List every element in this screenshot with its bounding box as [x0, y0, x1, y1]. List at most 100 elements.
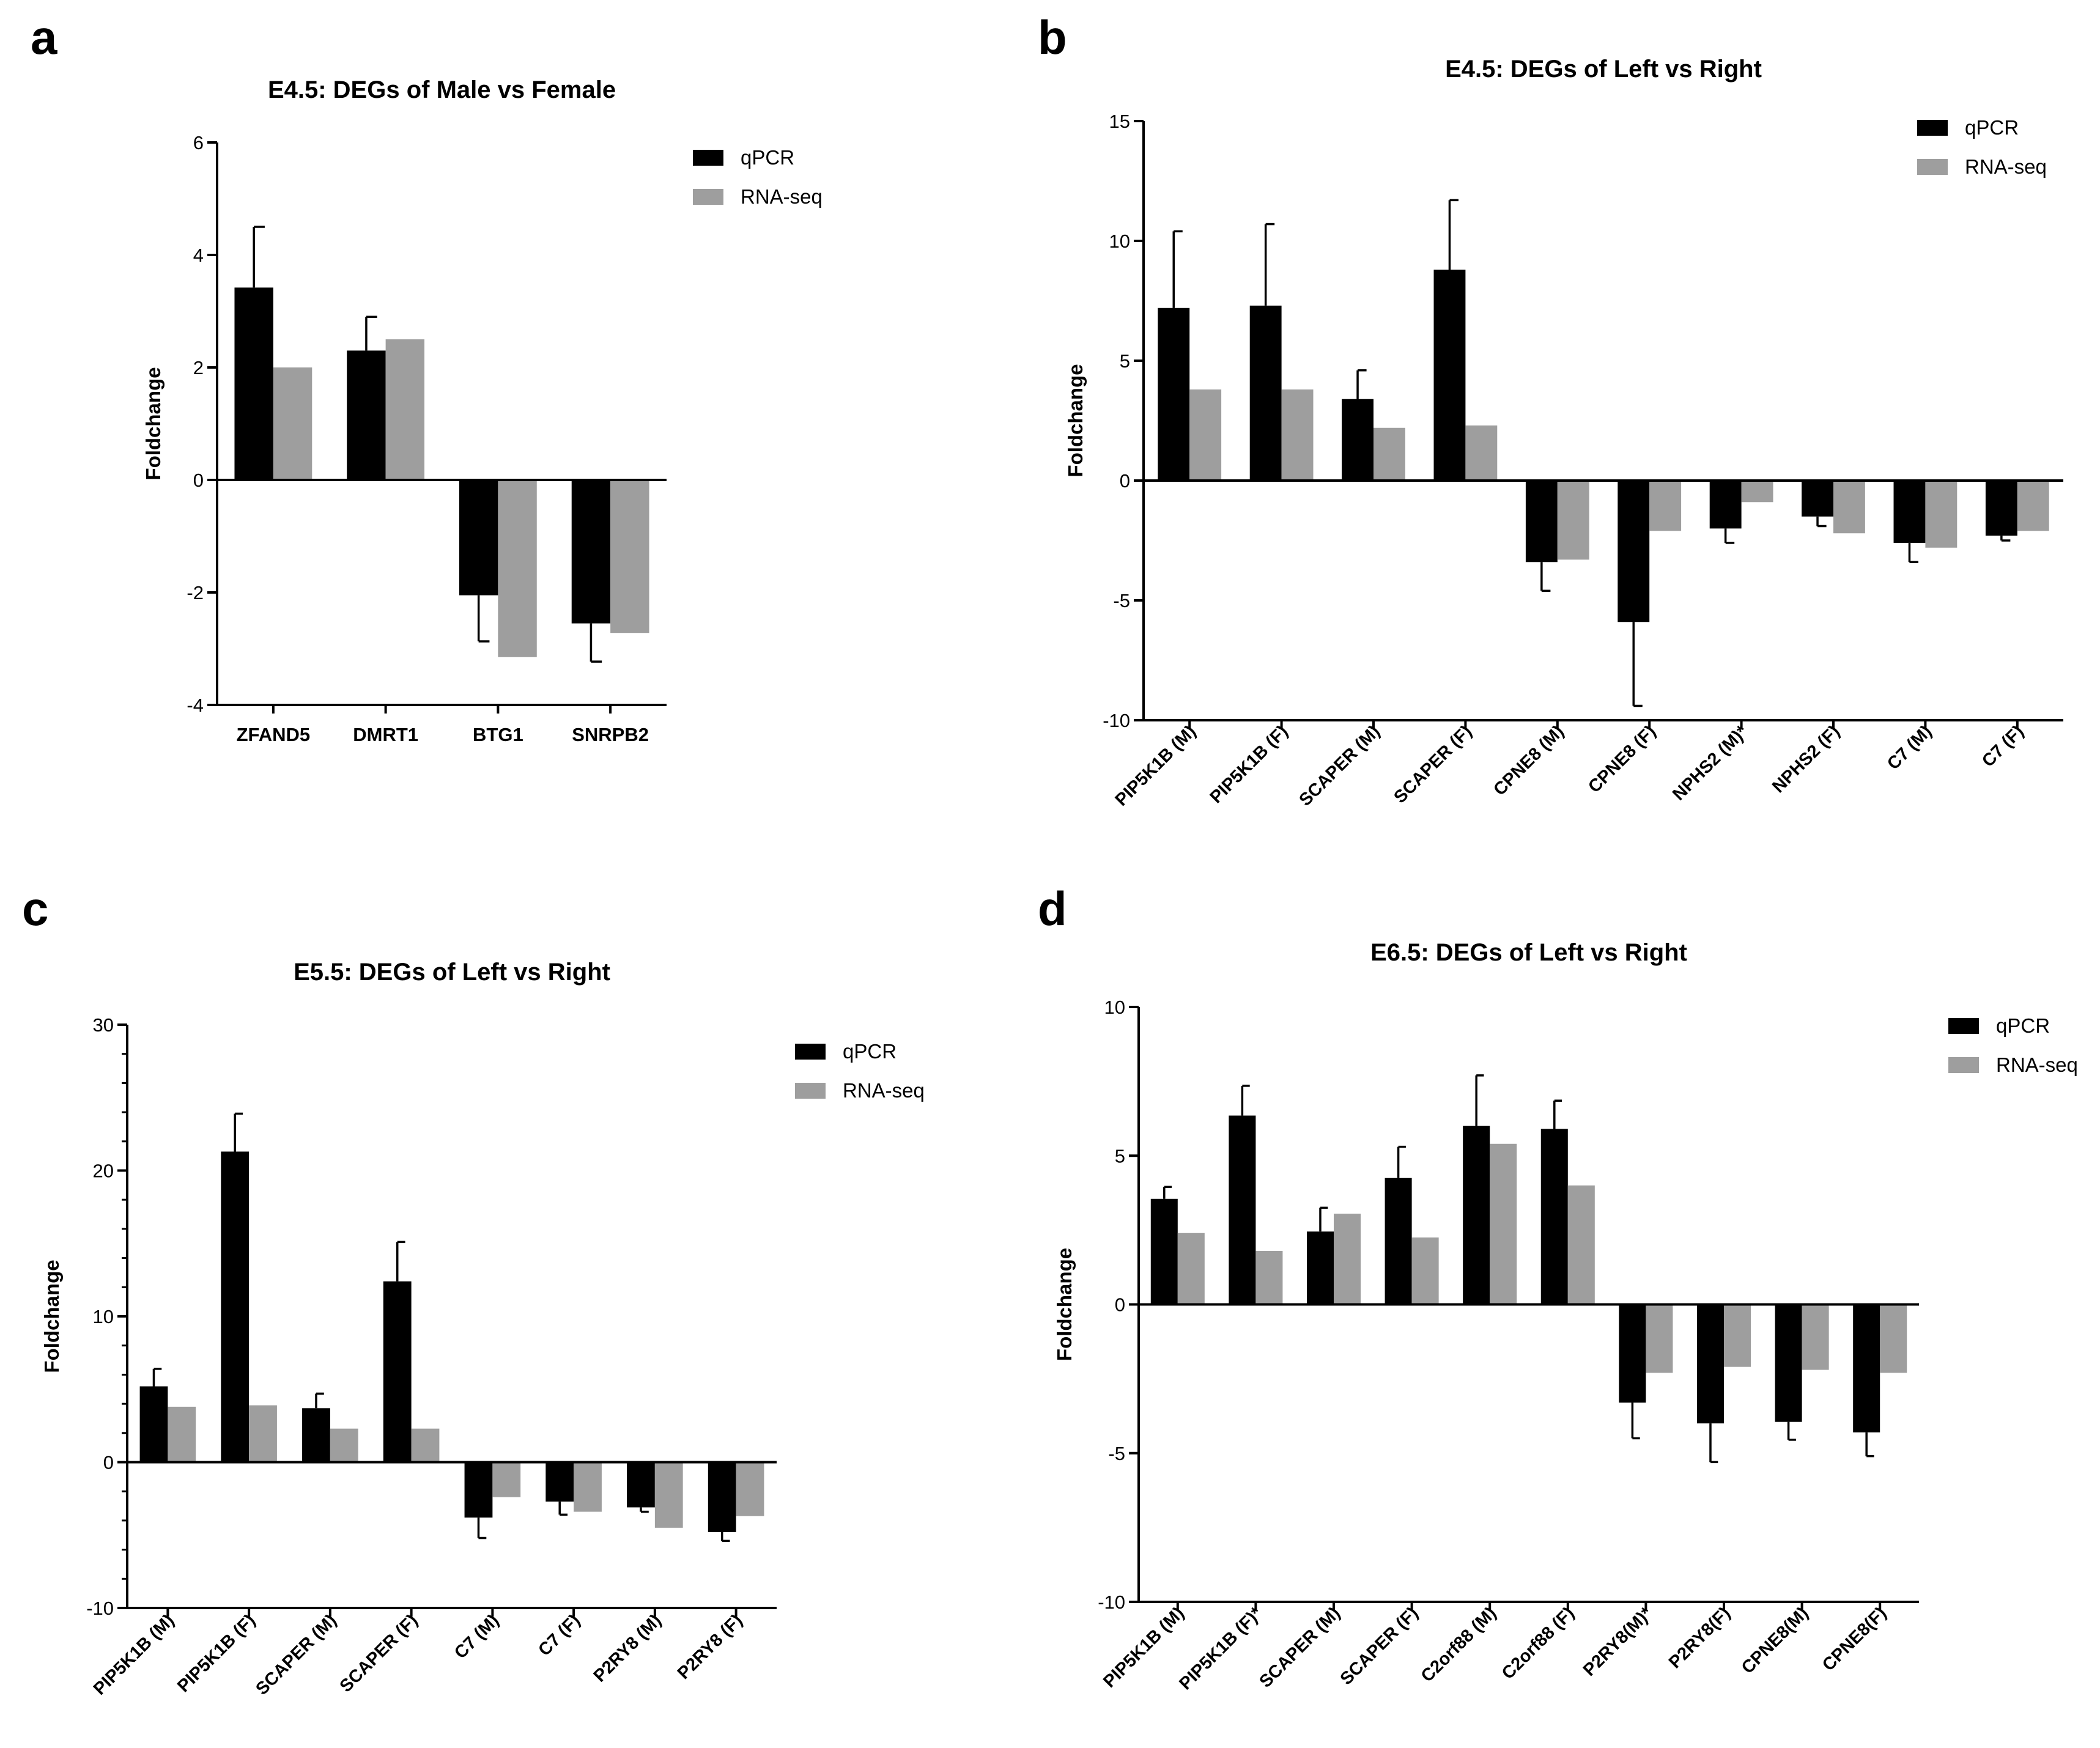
x-tick-label: PIP5K1B (M) — [90, 1610, 179, 1699]
bar-rnaseq — [574, 1462, 602, 1512]
bar-qpcr — [383, 1281, 412, 1462]
bar-rnaseq — [273, 367, 312, 480]
bar-rnaseq — [654, 1462, 683, 1528]
bar-qpcr — [221, 1151, 250, 1462]
x-tick-label: PIP5K1B (M) — [1100, 1603, 1188, 1692]
x-tick-label: PIP5K1B (F) — [174, 1610, 259, 1696]
bar-qpcr — [234, 287, 273, 480]
legend-swatch-qpcr — [795, 1044, 826, 1060]
legend-label-rnaseq: RNA-seq — [843, 1079, 925, 1102]
bar-qpcr — [1385, 1178, 1412, 1305]
bar-rnaseq — [498, 480, 537, 657]
chart-title: E4.5: DEGs of Male vs Female — [268, 76, 616, 103]
bar-rnaseq — [1741, 481, 1773, 503]
y-tick-label: 30 — [93, 1014, 114, 1036]
bar-qpcr — [1893, 481, 1926, 543]
bar-qpcr — [1150, 1198, 1178, 1305]
x-tick-label: C2orf88 (M) — [1418, 1603, 1500, 1686]
chart-title: E6.5: DEGs of Left vs Right — [1370, 939, 1687, 966]
bar-qpcr — [571, 480, 611, 624]
panel-letter-a: a — [31, 10, 57, 64]
y-tick-label: -10 — [86, 1598, 114, 1619]
x-tick-label: SCAPER (M) — [1255, 1603, 1344, 1692]
y-tick-label: 5 — [1120, 350, 1130, 372]
bar-rnaseq — [1189, 389, 1222, 481]
y-axis-label: Foldchange — [142, 367, 165, 480]
bar-qpcr — [627, 1462, 655, 1508]
bar-qpcr — [1249, 305, 1282, 481]
bar-rnaseq — [736, 1462, 764, 1516]
x-tick-label: BTG1 — [473, 724, 523, 745]
x-tick-label: SCAPER (M) — [1295, 721, 1384, 810]
bar-rnaseq — [610, 480, 649, 633]
legend-swatch-qpcr — [693, 150, 723, 166]
x-tick-label: NPHS2 (M)* — [1669, 721, 1752, 805]
bar-qpcr — [1985, 481, 2017, 536]
x-tick-label: C7 (F) — [1978, 721, 2028, 771]
bar-qpcr — [302, 1408, 330, 1462]
x-tick-label: SCAPER (F) — [336, 1610, 422, 1696]
legend-label-qpcr: qPCR — [1965, 116, 2019, 139]
legend-swatch-rnaseq — [693, 189, 723, 205]
y-tick-label: 10 — [1109, 230, 1130, 252]
bar-rnaseq — [1374, 427, 1405, 481]
y-tick-label: 2 — [193, 357, 204, 378]
bar-qpcr — [459, 480, 498, 596]
x-tick-label: C7 (M) — [451, 1610, 503, 1662]
x-tick-label: CPNE8(F) — [1819, 1603, 1890, 1675]
y-axis-label: Foldchange — [1053, 1248, 1076, 1361]
x-tick-label: PIP5K1B (M) — [1112, 721, 1200, 810]
bar-qpcr — [1463, 1126, 1490, 1305]
bar-rnaseq — [330, 1428, 358, 1462]
bar-qpcr — [1696, 1304, 1724, 1424]
bar-rnaseq — [1411, 1237, 1439, 1305]
bar-rnaseq — [1724, 1304, 1751, 1367]
bar-qpcr — [1540, 1129, 1568, 1305]
x-tick-label: SNRPB2 — [572, 724, 649, 745]
y-tick-label: 0 — [193, 470, 204, 491]
x-tick-label: DMRT1 — [353, 724, 418, 745]
x-tick-label: ZFAND5 — [237, 724, 311, 745]
bar-rnaseq — [1880, 1304, 1907, 1373]
bar-qpcr — [1525, 481, 1558, 562]
x-tick-label: CPNE8 (F) — [1584, 721, 1660, 797]
panel-letter-c: c — [22, 882, 48, 935]
bar-rnaseq — [1649, 481, 1682, 531]
y-tick-label: 5 — [1115, 1145, 1125, 1167]
y-axis-label: Foldchange — [1064, 364, 1087, 477]
bar-qpcr — [1158, 308, 1190, 481]
bar-rnaseq — [1833, 481, 1865, 534]
x-tick-label: CPNE8 (M) — [1490, 721, 1567, 799]
y-tick-label: -5 — [1113, 590, 1130, 611]
bar-rnaseq — [1567, 1185, 1595, 1305]
legend-swatch-rnaseq — [1948, 1057, 1979, 1073]
legend-label-qpcr: qPCR — [741, 146, 794, 169]
x-tick-label: PIP5K1B (F)* — [1175, 1603, 1266, 1694]
x-tick-label: P2RY8 (M) — [590, 1610, 665, 1686]
bar-qpcr — [545, 1462, 574, 1502]
bar-qpcr — [1229, 1115, 1256, 1305]
x-tick-label: CPNE8(M) — [1738, 1603, 1813, 1678]
bar-rnaseq — [249, 1405, 277, 1462]
legend-swatch-rnaseq — [795, 1083, 826, 1099]
chart-title: E5.5: DEGs of Left vs Right — [294, 959, 610, 986]
panel-letter-b: b — [1038, 10, 1067, 64]
bar-qpcr — [1619, 1304, 1646, 1403]
legend-label-qpcr: qPCR — [1996, 1014, 2050, 1037]
x-tick-label: C2orf88 (F) — [1498, 1603, 1578, 1683]
bar-rnaseq — [2017, 481, 2049, 531]
bar-qpcr — [1775, 1304, 1802, 1422]
bar-rnaseq — [1925, 481, 1958, 548]
y-tick-label: 10 — [1104, 997, 1125, 1018]
bar-rnaseq — [1177, 1233, 1205, 1305]
x-tick-label: C7 (F) — [534, 1610, 584, 1660]
bar-rnaseq — [1557, 481, 1589, 560]
bar-rnaseq — [385, 339, 425, 480]
bar-qpcr — [139, 1386, 168, 1462]
y-tick-label: 15 — [1109, 111, 1130, 132]
x-tick-label: P2RY8(M)* — [1580, 1603, 1657, 1680]
bar-qpcr — [708, 1462, 736, 1532]
bar-rnaseq — [1802, 1304, 1829, 1370]
y-tick-label: -10 — [1103, 710, 1130, 731]
bar-qpcr — [1433, 270, 1466, 481]
